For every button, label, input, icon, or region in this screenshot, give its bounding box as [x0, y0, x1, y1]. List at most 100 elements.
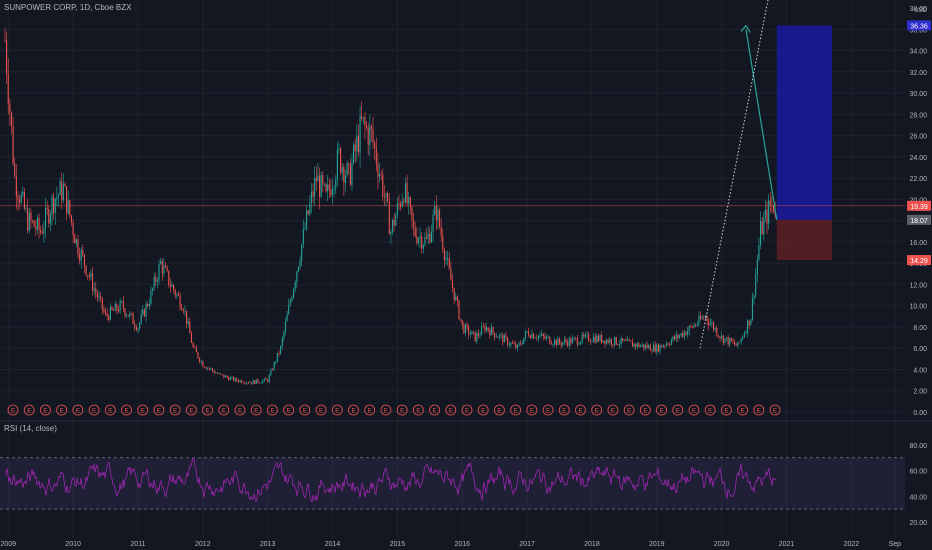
- candle-body: [362, 117, 364, 119]
- earnings-marker-label: E: [287, 409, 291, 415]
- time-tick-label: 2009: [0, 541, 16, 548]
- earnings-marker-label: E: [43, 409, 47, 415]
- candle-body: [437, 209, 439, 221]
- candle-body: [429, 233, 431, 243]
- candle-body: [563, 339, 565, 343]
- candle-body: [541, 333, 543, 336]
- candle-body: [659, 345, 661, 352]
- candle-body: [545, 336, 548, 339]
- candle-body: [231, 377, 233, 378]
- candle-body: [314, 177, 316, 197]
- earnings-marker: [380, 404, 392, 416]
- candle-body: [54, 199, 56, 213]
- candle-body: [92, 273, 94, 291]
- candle-body: [576, 337, 578, 345]
- candle-body: [712, 322, 715, 330]
- candle-body: [466, 324, 468, 327]
- earnings-marker: [688, 404, 700, 416]
- earnings-marker-label: E: [351, 409, 355, 415]
- candle-body: [234, 378, 236, 381]
- candle-body: [516, 344, 518, 349]
- candle-body: [633, 343, 635, 347]
- candle-body: [117, 310, 120, 312]
- candle-body: [116, 303, 118, 311]
- candle-body: [547, 336, 549, 338]
- earnings-marker-label: E: [757, 409, 761, 415]
- candle-body: [591, 341, 593, 342]
- candle-body: [416, 236, 418, 244]
- candle-body: [641, 344, 643, 346]
- candle-body: [173, 285, 175, 291]
- candle-body: [101, 297, 103, 310]
- candle-body: [25, 208, 27, 210]
- earnings-marker-label: E: [433, 409, 437, 415]
- candle-body: [291, 297, 293, 301]
- candle-body: [571, 338, 574, 344]
- candle-body: [646, 344, 648, 348]
- candle-body: [455, 296, 457, 301]
- candle-body: [344, 175, 347, 184]
- candle-body: [698, 315, 700, 324]
- earnings-marker: [721, 404, 732, 416]
- candle-body: [276, 352, 278, 362]
- candle-body: [586, 334, 588, 335]
- earnings-marker-label: E: [92, 409, 96, 415]
- candle-body: [640, 345, 642, 347]
- candle-body: [189, 321, 191, 334]
- candle-body: [555, 339, 557, 346]
- candle-body: [605, 339, 608, 344]
- candle-body: [284, 321, 287, 332]
- candle-body: [518, 343, 520, 345]
- candle-body: [333, 188, 335, 190]
- time-tick-label: 2018: [584, 541, 600, 548]
- candle-body: [93, 288, 95, 291]
- candle-body: [515, 343, 517, 349]
- candle-body: [69, 200, 71, 216]
- earnings-marker-label: E: [400, 409, 404, 415]
- candle-body: [721, 335, 723, 339]
- candle-body: [294, 282, 296, 289]
- candle-body: [129, 313, 131, 317]
- earnings-marker-label: E: [319, 409, 323, 415]
- earnings-marker: [591, 404, 603, 416]
- candle-body: [331, 189, 334, 196]
- candle-body: [124, 308, 126, 316]
- candle-body: [369, 126, 371, 145]
- earnings-marker-label: E: [254, 409, 258, 415]
- candle-body: [670, 340, 672, 345]
- stop-zone: [776, 219, 832, 261]
- candle-body: [521, 343, 523, 345]
- price-tick-label: 28.00: [909, 112, 927, 119]
- earnings-marker: [104, 404, 116, 416]
- price-tick-label: 8.00: [913, 325, 927, 332]
- candle-body: [200, 361, 202, 362]
- candle-body: [315, 177, 317, 182]
- entry-price-tag: 18.07: [910, 218, 928, 225]
- candle-body: [536, 337, 538, 339]
- earnings-marker: [185, 404, 197, 416]
- candle-body: [229, 377, 231, 381]
- candle-body: [297, 266, 300, 272]
- candle-body: [471, 331, 473, 335]
- candle-body: [719, 336, 721, 339]
- candle-body: [126, 315, 128, 316]
- candle-body: [53, 197, 55, 213]
- candle-body: [164, 265, 167, 268]
- candle-body: [740, 338, 742, 343]
- candle-body: [127, 315, 129, 317]
- earnings-marker: [623, 404, 635, 416]
- candle-body: [708, 321, 710, 326]
- earnings-marker-label: E: [416, 409, 420, 415]
- candle-body: [194, 347, 196, 348]
- candle-body: [505, 335, 507, 338]
- candle-body: [19, 199, 21, 203]
- candle-body: [208, 367, 210, 369]
- candle-body: [722, 335, 724, 343]
- candle-body: [14, 163, 16, 177]
- candle-body: [202, 361, 204, 367]
- candle-body: [38, 217, 40, 231]
- candle-body: [413, 219, 415, 228]
- candle-body: [130, 313, 133, 314]
